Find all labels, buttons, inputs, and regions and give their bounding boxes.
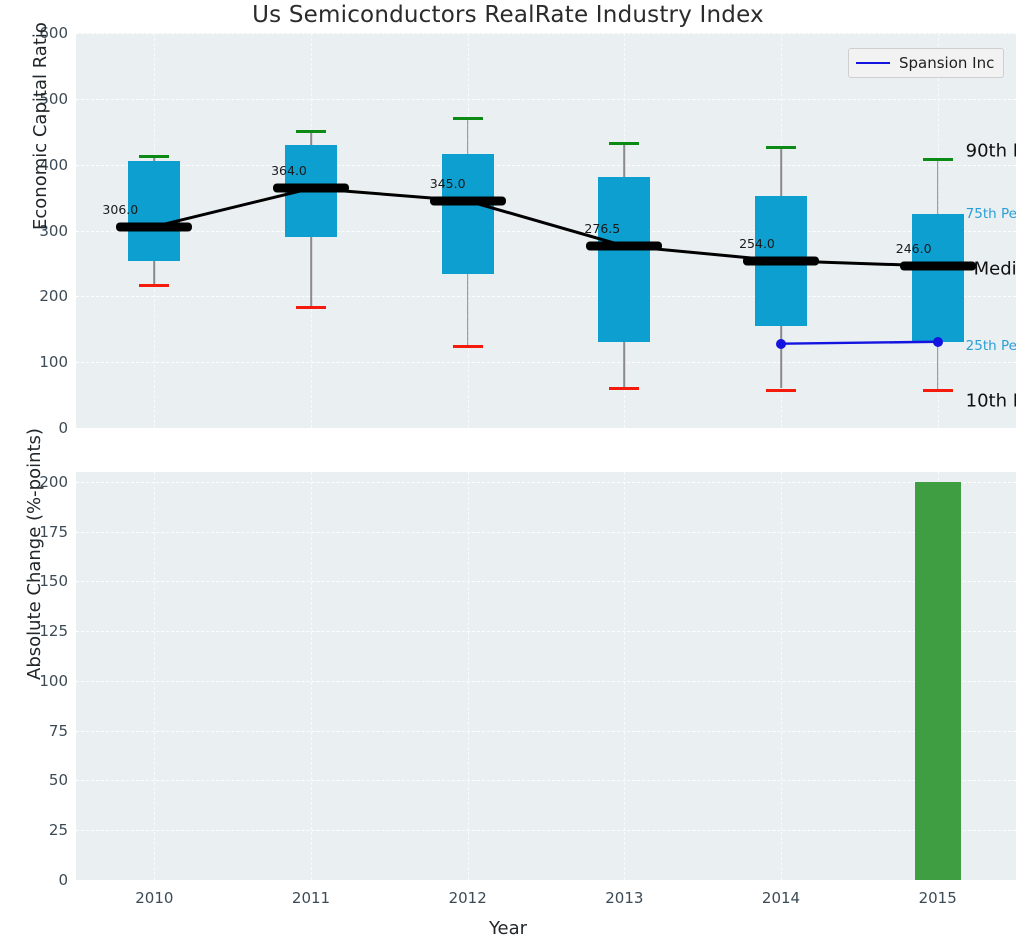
y-tick-label: 25 [6,821,68,839]
gridline-vertical [624,472,625,880]
gridline [76,99,1016,100]
annotation-p90: 90th Percentile [966,141,1016,162]
top-y-axis-label: Economic Capital Ratio [30,22,51,230]
gridline [76,482,1016,483]
box-iqr [442,154,494,274]
cap-10th-percentile [453,345,483,348]
company-data-point [776,339,786,349]
x-tick-label-2011: 2011 [251,889,371,907]
cap-90th-percentile [923,158,953,161]
gridline [76,428,1016,429]
company-data-point [933,337,943,347]
gridline [76,362,1016,363]
gridline-vertical [468,472,469,880]
gridline [76,165,1016,166]
page-title: Us Semiconductors RealRate Industry Inde… [0,2,1016,28]
gridline [76,33,1016,34]
box-iqr [598,177,650,342]
x-axis-label: Year [0,918,1016,939]
median-marker [743,256,819,265]
annotation-median: Median [974,259,1016,280]
median-value-label: 246.0 [896,241,932,256]
x-tick-label-2015: 2015 [878,889,998,907]
box-iqr [912,214,964,342]
y-tick-label: 50 [6,771,68,789]
y-tick-label: 75 [6,722,68,740]
annotation-p25: 25th Percentile [966,338,1016,354]
gridline-vertical [781,472,782,880]
gridline [76,581,1016,582]
cap-10th-percentile [609,387,639,390]
median-value-label: 306.0 [102,202,138,217]
gridline [76,780,1016,781]
cap-90th-percentile [609,142,639,145]
median-marker [586,241,662,250]
median-value-label: 276.5 [584,221,620,236]
legend-line-swatch [856,62,890,64]
cap-90th-percentile [453,117,483,120]
median-marker [900,262,976,271]
x-tick-label-2010: 2010 [94,889,214,907]
gridline [76,681,1016,682]
y-tick-label: 200 [6,287,68,305]
cap-10th-percentile [296,306,326,309]
gridline [76,296,1016,297]
chart-figure: Us Semiconductors RealRate Industry Inde… [0,0,1016,942]
bottom-plot-area [76,472,1016,880]
gridline [76,631,1016,632]
cap-10th-percentile [923,389,953,392]
gridline-vertical [154,472,155,880]
median-marker [430,196,506,205]
median-marker [116,222,192,231]
cap-90th-percentile [296,130,326,133]
legend[interactable]: Spansion Inc [848,48,1004,78]
legend-label-spansion-inc: Spansion Inc [899,54,994,72]
median-value-label: 364.0 [271,163,307,178]
x-tick-label-2014: 2014 [721,889,841,907]
median-value-label: 345.0 [430,176,466,191]
top-plot-area [76,33,1016,428]
bottom-y-axis-label: Absolute Change (%-points) [24,428,45,680]
y-tick-label: 100 [6,353,68,371]
x-tick-label-2012: 2012 [408,889,528,907]
gridline [76,731,1016,732]
annotation-p75: 75th Percentile [966,206,1016,222]
cap-90th-percentile [139,155,169,158]
median-value-label: 254.0 [739,236,775,251]
cap-10th-percentile [139,284,169,287]
x-tick-label-2013: 2013 [564,889,684,907]
annotation-p10: 10th Percentile [966,391,1016,412]
change-bar [915,482,961,880]
cap-90th-percentile [766,146,796,149]
median-marker [273,184,349,193]
gridline [76,231,1016,232]
y-tick-label: 0 [6,871,68,889]
cap-10th-percentile [766,389,796,392]
gridline [76,830,1016,831]
gridline [76,532,1016,533]
gridline [76,880,1016,881]
gridline-vertical [311,472,312,880]
